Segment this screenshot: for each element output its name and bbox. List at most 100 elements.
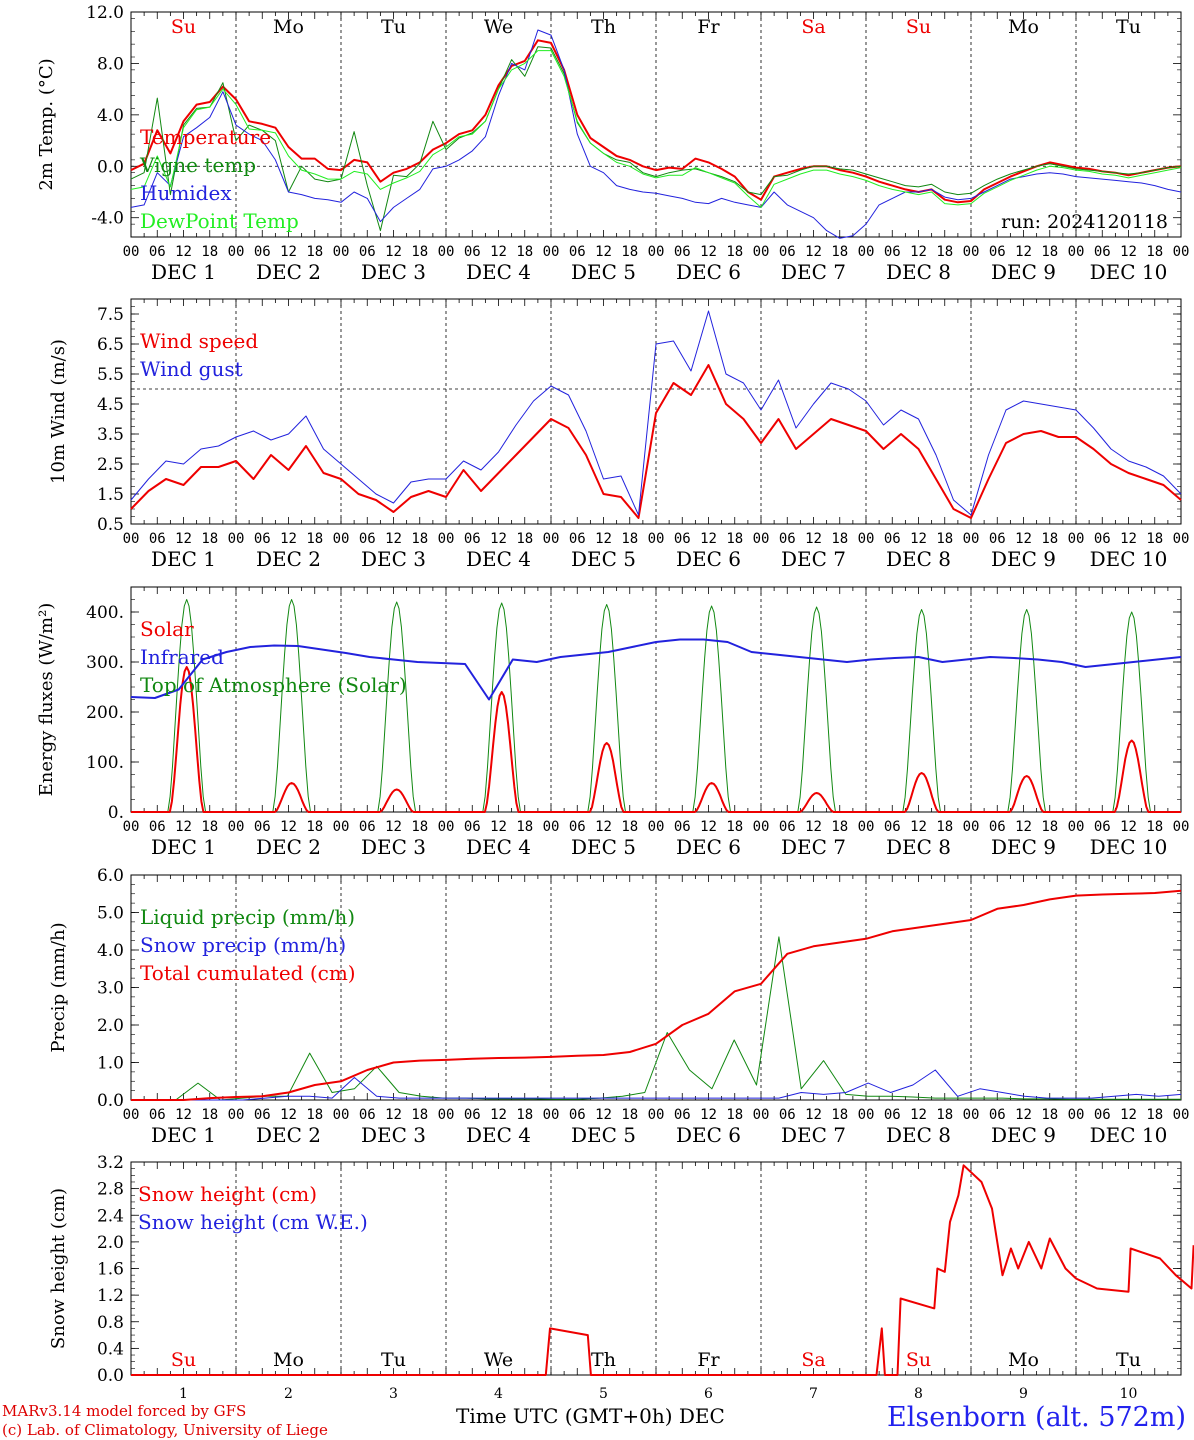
hour-label: 12 <box>805 531 822 547</box>
series-solar <box>131 666 1181 813</box>
hour-label: 00 <box>648 819 665 835</box>
date-label: DEC 7 <box>781 1123 846 1147</box>
y-tick-label: 3.2 <box>97 1153 124 1173</box>
hour-label: 00 <box>123 531 140 547</box>
hour-label: 12 <box>280 244 297 260</box>
y-tick-label: 0.0 <box>97 1366 124 1386</box>
date-label: DEC 1 <box>151 547 216 571</box>
weekday-label: Tu <box>381 1349 406 1371</box>
hour-label: 18 <box>1146 819 1163 835</box>
hour-label: 18 <box>1041 244 1058 260</box>
hour-label: 18 <box>936 819 953 835</box>
panel-3: 400. 300. 200. 100. 0. Energy fluxes (W/m²) <box>36 586 1182 823</box>
hour-label: 00 <box>543 1107 560 1123</box>
weekday-label: Su <box>171 1349 196 1371</box>
hour-label: 00 <box>123 244 140 260</box>
hour-label: 18 <box>516 1107 533 1123</box>
date-label: DEC 8 <box>886 1123 951 1147</box>
model-credit: MARv3.14 model forced by GFS <box>2 1402 247 1420</box>
legend-entry: Humidex <box>140 181 232 205</box>
hour-label: 00 <box>1068 1107 1085 1123</box>
hour-label: 12 <box>700 531 717 547</box>
hour-label: 06 <box>884 531 901 547</box>
weekday-label: Su <box>906 16 931 38</box>
hour-label: 00 <box>123 819 140 835</box>
hour-label: 18 <box>726 531 743 547</box>
hour-label: 12 <box>910 244 927 260</box>
hour-label: 12 <box>490 531 507 547</box>
y-axis-label: Precip (mm/h) <box>48 922 69 1052</box>
plot-frame <box>130 11 1182 238</box>
legend-entry: Snow precip (mm/h) <box>140 933 346 957</box>
hour-label: 18 <box>621 819 638 835</box>
hour-label: 06 <box>884 1107 901 1123</box>
date-label: DEC 10 <box>1090 835 1168 859</box>
hour-label: 12 <box>1015 1107 1032 1123</box>
hour-label: 18 <box>726 1107 743 1123</box>
hour-label: 06 <box>359 819 376 835</box>
date-label: DEC 4 <box>466 1123 531 1147</box>
hour-label: 00 <box>963 819 980 835</box>
hour-label: 12 <box>490 244 507 260</box>
hour-label: 18 <box>411 531 428 547</box>
hour-label: 06 <box>779 1107 796 1123</box>
hour-label: 00 <box>333 244 350 260</box>
legend-entry: Wind speed <box>140 329 258 353</box>
hour-label: 18 <box>201 819 218 835</box>
y-tick-label: 7.5 <box>97 305 124 325</box>
y-tick-label: 4.5 <box>97 395 124 415</box>
hour-label: 18 <box>306 819 323 835</box>
y-tick-label: 0.8 <box>97 1313 124 1333</box>
weekday-label: Mo <box>273 1349 304 1371</box>
day-number: 8 <box>914 1386 923 1402</box>
y-tick-label: 0.4 <box>97 1339 124 1359</box>
hour-label: 12 <box>1015 244 1032 260</box>
weekday-label: Mo <box>1008 16 1039 38</box>
hour-label: 06 <box>989 1107 1006 1123</box>
hour-label: 00 <box>963 244 980 260</box>
weekday-label: Su <box>171 16 196 38</box>
y-axis-label: Energy fluxes (W/m²) <box>36 603 57 797</box>
hour-label: 00 <box>438 244 455 260</box>
y-axis-label: Snow height (cm) <box>48 1188 69 1349</box>
hour-label: 18 <box>936 1107 953 1123</box>
date-label: DEC 7 <box>781 260 846 284</box>
hour-label: 06 <box>1094 1107 1111 1123</box>
y-tick-label: 100. <box>86 753 124 773</box>
hour-label: 18 <box>306 1107 323 1123</box>
hour-label: 06 <box>779 531 796 547</box>
date-label: DEC 8 <box>886 835 951 859</box>
hour-label: 06 <box>569 531 586 547</box>
y-tick-label: 1.6 <box>97 1260 124 1280</box>
hour-label: 06 <box>674 531 691 547</box>
hour-label: 18 <box>1146 531 1163 547</box>
hour-label: 00 <box>228 244 245 260</box>
hour-label: 00 <box>648 244 665 260</box>
hour-label: 06 <box>464 819 481 835</box>
y-tick-label: 5.0 <box>97 904 124 924</box>
weekday-label: Th <box>591 1349 616 1371</box>
date-label: DEC 10 <box>1090 260 1168 284</box>
series-infrared <box>130 638 1182 701</box>
hour-label: 12 <box>175 1107 192 1123</box>
hour-label: 18 <box>1146 1107 1163 1123</box>
panel-5: 3.2 2.8 2.4 2.0 1.6 1.2 0.8 0.4 0.0 Snow height (… <box>48 1153 1194 1386</box>
hour-label: 06 <box>779 244 796 260</box>
date-label: DEC 3 <box>361 1123 426 1147</box>
day-number: 3 <box>389 1386 398 1402</box>
legend-entry: Top of Atmosphere (Solar) <box>140 673 407 697</box>
date-label: DEC 7 <box>781 835 846 859</box>
date-label: DEC 9 <box>991 1123 1056 1147</box>
date-label: DEC 4 <box>466 835 531 859</box>
day-number: 5 <box>599 1386 608 1402</box>
hour-label: 06 <box>1094 531 1111 547</box>
y-tick-label: 400. <box>86 603 124 623</box>
date-label: DEC 2 <box>256 1123 321 1147</box>
hour-label: 00 <box>1068 531 1085 547</box>
hour-label: 18 <box>306 531 323 547</box>
y-tick-label: 2.8 <box>97 1180 124 1200</box>
hour-label: 06 <box>149 819 166 835</box>
hour-label: 12 <box>175 531 192 547</box>
